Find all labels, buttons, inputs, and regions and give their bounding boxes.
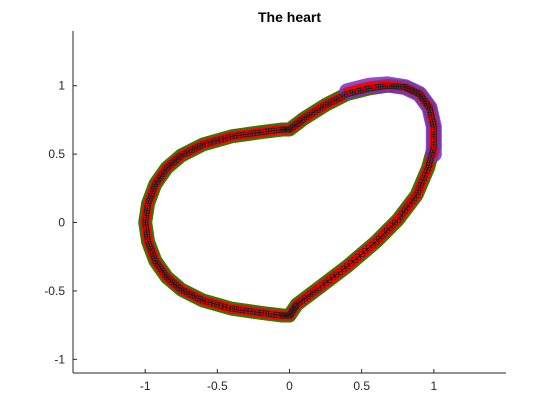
data-marker (162, 167, 169, 173)
data-marker (403, 85, 410, 91)
data-marker (207, 139, 213, 146)
data-marker (210, 138, 217, 145)
data-marker (156, 264, 163, 270)
x-tick-label: 0.5 (353, 379, 370, 393)
data-marker (416, 185, 423, 192)
y-tick-label: 1 (58, 79, 65, 93)
data-marker (369, 241, 376, 248)
data-marker (158, 266, 164, 272)
data-marker (415, 188, 421, 195)
tick-labels: -1 -0.5 0 0.5 1 -1 -0.5 0 0.5 1 (44, 79, 437, 393)
data-marker (156, 175, 163, 181)
data-marker (169, 160, 176, 167)
data-marker (419, 178, 426, 185)
data-marker (176, 285, 183, 291)
y-tick-label: 0.5 (48, 147, 65, 161)
data-marker (207, 299, 213, 306)
data-marker (167, 277, 174, 284)
data-marker (210, 300, 217, 307)
data-marker (171, 158, 177, 165)
band-fill (140, 80, 439, 321)
data-marker (171, 280, 177, 287)
data-marker (159, 268, 166, 274)
x-tick-label: 1 (430, 379, 437, 393)
data-marker (165, 163, 172, 170)
y-tick-label: -1 (54, 352, 65, 366)
data-marker (413, 192, 420, 199)
data-marker (417, 182, 424, 188)
data-marker (161, 270, 167, 276)
data-marker (203, 298, 210, 305)
band-edge (138, 78, 441, 323)
data-marker (214, 137, 221, 144)
data-marker (178, 152, 185, 159)
data-marker (203, 140, 210, 147)
data-marker (358, 251, 365, 257)
y-tick-label: -0.5 (44, 284, 65, 298)
data-marker (165, 275, 172, 282)
data-marker (412, 89, 419, 96)
data-marker (172, 282, 179, 288)
data-marker (218, 136, 224, 143)
data-marker (288, 125, 295, 131)
data-marker (163, 274, 170, 281)
data-marker (355, 254, 361, 260)
heart-outline (144, 85, 435, 316)
data-marker (167, 161, 174, 168)
data-marker (409, 87, 416, 94)
data-marker (214, 301, 221, 308)
data-marker (155, 177, 162, 183)
data-marker (152, 257, 159, 264)
data-marker (362, 248, 369, 254)
data-marker (159, 171, 166, 177)
data-marker (366, 244, 372, 251)
data-marker (407, 86, 414, 93)
data-marker (290, 123, 296, 130)
data-marker (163, 164, 170, 171)
data-marker (225, 134, 232, 141)
data-marker (172, 157, 179, 163)
data-marker (405, 85, 412, 92)
data-marker (411, 88, 417, 95)
data-marker (162, 272, 169, 279)
x-tick-label: 0 (286, 379, 293, 393)
x-tick-label: -1 (140, 379, 151, 393)
data-marker (416, 91, 423, 97)
data-marker (420, 175, 427, 181)
heart-curve (138, 76, 442, 323)
data-marker (221, 135, 228, 142)
data-marker (218, 302, 224, 309)
data-marker (174, 155, 181, 162)
data-marker (153, 260, 160, 266)
data-marker (351, 257, 358, 263)
data-marker (200, 297, 206, 304)
chart-title: The heart (257, 9, 321, 25)
x-tick-label: -0.5 (207, 379, 228, 393)
data-marker (176, 154, 183, 160)
data-marker (423, 168, 430, 175)
y-tick-label: 0 (58, 216, 65, 230)
data-marker (414, 90, 421, 96)
data-marker (292, 303, 299, 309)
data-marker (347, 260, 354, 267)
data-marker (174, 283, 181, 290)
data-marker (221, 303, 228, 310)
data-marker (344, 263, 351, 270)
data-marker (161, 169, 167, 175)
data-marker (169, 279, 176, 285)
data-marker (422, 171, 429, 178)
data-marker (225, 304, 232, 311)
